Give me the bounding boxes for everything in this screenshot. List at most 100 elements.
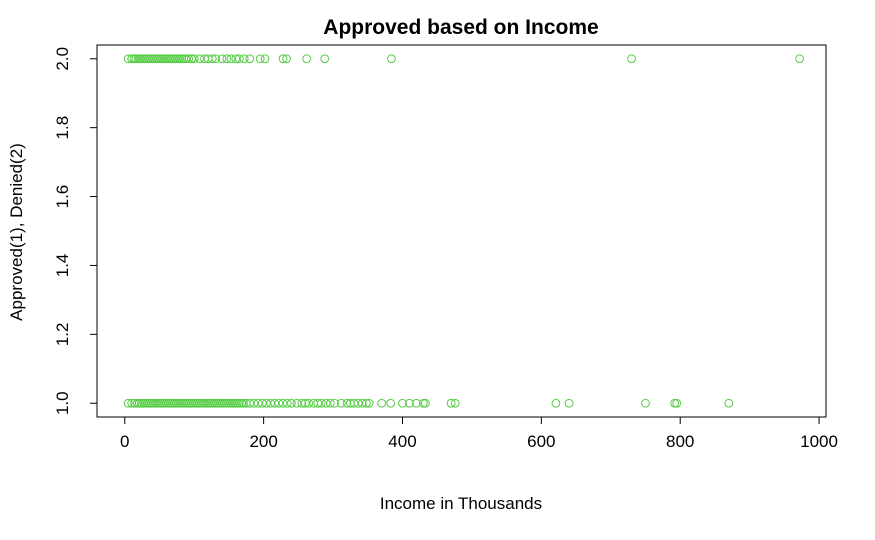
data-point bbox=[176, 398, 186, 408]
data-point bbox=[226, 398, 236, 408]
data-point bbox=[641, 398, 650, 408]
data-points bbox=[123, 54, 805, 408]
data-point bbox=[137, 54, 147, 64]
y-tick-label: 2.0 bbox=[53, 47, 72, 71]
data-point bbox=[216, 398, 225, 408]
data-point bbox=[171, 54, 180, 64]
data-point bbox=[168, 398, 178, 408]
data-point bbox=[330, 398, 339, 408]
chart-title: Approved based on Income bbox=[323, 16, 598, 39]
data-point bbox=[130, 398, 139, 408]
data-point bbox=[214, 398, 223, 408]
data-point bbox=[143, 54, 153, 64]
data-point bbox=[377, 398, 387, 408]
data-point bbox=[282, 398, 292, 408]
data-point bbox=[313, 398, 323, 408]
data-point bbox=[672, 398, 682, 408]
data-point bbox=[450, 398, 460, 408]
data-point bbox=[180, 398, 190, 408]
data-point bbox=[156, 54, 166, 64]
data-point bbox=[405, 398, 414, 408]
data-point bbox=[627, 54, 636, 64]
data-point bbox=[149, 398, 159, 408]
data-point bbox=[349, 398, 359, 408]
data-point bbox=[316, 398, 326, 408]
data-point bbox=[220, 398, 230, 408]
data-point bbox=[132, 398, 142, 408]
data-point bbox=[178, 398, 188, 408]
data-point bbox=[255, 54, 265, 64]
data-point bbox=[321, 398, 331, 408]
data-point bbox=[131, 54, 141, 64]
data-point bbox=[274, 398, 284, 408]
data-point bbox=[361, 398, 371, 408]
data-point bbox=[153, 398, 163, 408]
data-point bbox=[164, 54, 174, 64]
data-point bbox=[218, 398, 228, 408]
x-tick-label: 600 bbox=[527, 432, 555, 451]
x-tick-label: 0 bbox=[120, 432, 129, 451]
y-tick-label: 1.8 bbox=[53, 116, 72, 140]
data-point bbox=[182, 398, 192, 408]
data-point bbox=[420, 398, 430, 408]
y-tick-label: 1.6 bbox=[53, 185, 72, 209]
data-point bbox=[184, 54, 194, 64]
data-point bbox=[148, 54, 157, 64]
data-point bbox=[166, 398, 175, 408]
y-axis-label: Approved(1), Denied(2) bbox=[7, 143, 26, 321]
data-point bbox=[150, 54, 160, 64]
data-point bbox=[270, 398, 280, 408]
data-point bbox=[162, 398, 171, 408]
data-point bbox=[217, 54, 227, 64]
data-point bbox=[139, 54, 149, 64]
data-point bbox=[177, 54, 187, 64]
data-point bbox=[141, 54, 151, 64]
data-point bbox=[282, 54, 291, 64]
data-point bbox=[155, 398, 165, 408]
data-point bbox=[386, 54, 396, 64]
data-point bbox=[231, 54, 241, 64]
data-point bbox=[266, 398, 275, 408]
data-point bbox=[386, 398, 396, 408]
data-point bbox=[564, 398, 574, 408]
data-point bbox=[164, 398, 173, 408]
data-point bbox=[325, 398, 335, 408]
x-tick-label: 200 bbox=[249, 432, 277, 451]
data-point bbox=[234, 398, 244, 408]
data-point bbox=[207, 54, 217, 64]
data-point bbox=[123, 398, 133, 408]
y-axis-ticks: 1.0 1.2 1.4 1.6 1.8 2.0 bbox=[53, 47, 97, 415]
data-point bbox=[189, 398, 198, 408]
data-point bbox=[342, 398, 352, 408]
data-point bbox=[139, 398, 148, 408]
data-point bbox=[166, 54, 176, 64]
data-point bbox=[353, 398, 363, 408]
data-point bbox=[232, 398, 242, 408]
data-point bbox=[209, 398, 219, 408]
data-point bbox=[201, 398, 211, 408]
data-point bbox=[195, 54, 205, 64]
data-point bbox=[189, 54, 199, 64]
data-point bbox=[795, 54, 805, 64]
data-point bbox=[205, 398, 215, 408]
data-point bbox=[154, 54, 164, 64]
data-point bbox=[174, 398, 184, 408]
x-axis-ticks: 0 200 400 600 800 1000 bbox=[120, 417, 838, 451]
data-point bbox=[230, 398, 240, 408]
data-point bbox=[212, 398, 221, 408]
data-point bbox=[260, 54, 270, 64]
data-point bbox=[211, 54, 221, 64]
data-point bbox=[195, 398, 205, 408]
data-point bbox=[193, 398, 203, 408]
data-point bbox=[287, 398, 296, 408]
x-tick-label: 800 bbox=[666, 432, 694, 451]
data-point bbox=[278, 54, 288, 64]
data-point bbox=[222, 54, 232, 64]
data-point bbox=[187, 398, 196, 408]
data-point bbox=[158, 54, 168, 64]
data-point bbox=[175, 54, 185, 64]
data-point bbox=[234, 54, 244, 64]
data-point bbox=[226, 54, 236, 64]
data-point bbox=[292, 398, 302, 408]
